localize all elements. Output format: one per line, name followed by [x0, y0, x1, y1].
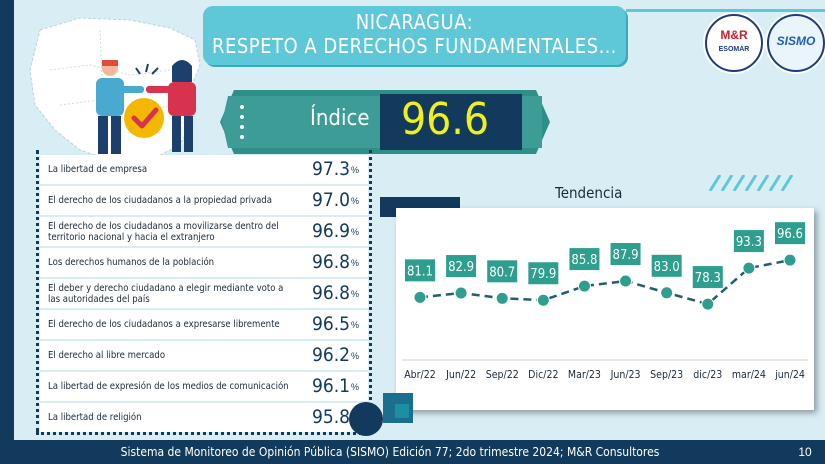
rights-row: El deber y derecho ciudadano a elegir me… [40, 279, 368, 308]
rights-row-label: El derecho al libre mercado [48, 350, 166, 361]
data-label: 93.3 [736, 235, 762, 250]
rights-row-label: Los derechos humanos de la población [48, 257, 215, 268]
data-label-box [569, 248, 600, 271]
rights-row-label: La libertad de empresa [48, 164, 148, 175]
list-border-bottom [36, 432, 368, 435]
data-label: 96.6 [777, 227, 803, 242]
data-label-box [651, 254, 682, 277]
rights-row: El derecho de los ciudadanos a expresars… [40, 310, 368, 339]
decorative-circle [349, 402, 383, 436]
rights-row-unit: % [351, 382, 360, 392]
page-title-line2: RESPETO A DERECHOS FUNDAMENTALES… [211, 34, 618, 58]
trend-point [701, 297, 715, 311]
rights-row-label: El derecho de los ciudadanos a movilizar… [48, 220, 279, 243]
data-label: 80.7 [489, 265, 515, 280]
data-label-box [775, 222, 805, 245]
data-label-box [405, 259, 435, 282]
rights-row-unit: % [351, 320, 360, 330]
data-label: 79.9 [530, 267, 556, 282]
list-border-left [36, 150, 39, 432]
mr-logo: M&R ESOMAR [705, 14, 763, 72]
footer-bar [0, 440, 825, 464]
decorative-square-inner [395, 404, 409, 418]
data-label: 87.9 [613, 248, 639, 263]
sismo-logo: SISMO [767, 14, 825, 72]
trend-point [495, 291, 509, 305]
trend-point [619, 274, 633, 288]
x-tick-label: Jun/23 [610, 369, 641, 381]
data-label: 82.9 [448, 260, 474, 275]
rights-row-unit: % [351, 289, 360, 299]
index-label: Índice [310, 106, 370, 131]
trend-series-line [419, 258, 791, 306]
rights-row-value: 96.9 [311, 220, 350, 242]
page-number: 10 [798, 445, 812, 459]
rights-row-unit: % [351, 165, 360, 175]
data-label-box [446, 255, 477, 278]
x-tick-label: Abr/22 [404, 369, 436, 381]
rights-row-unit: % [351, 258, 360, 268]
title-box [203, 6, 626, 65]
rights-row-label: La libertad de religión [48, 412, 142, 423]
data-label-box [733, 230, 764, 253]
trend-point [454, 286, 468, 300]
data-label-box [487, 260, 518, 283]
rights-row-value: 96.8 [311, 251, 350, 273]
rights-row-value: 95.8 [311, 406, 350, 428]
data-label: 85.8 [571, 253, 597, 268]
rights-row-value: 96.5 [311, 313, 350, 335]
left-accent-bar [0, 0, 14, 440]
index-value: 96.6 [400, 94, 490, 145]
trend-chart: 81.1 Abr/22 82.9 Jun/22 80.7 Sep/22 79.9 Dic/22… [402, 222, 808, 381]
rights-row-label: La libertad de expresión de los medios d… [48, 381, 289, 392]
index-banner [220, 90, 550, 154]
x-tick-label: Jun/22 [445, 369, 476, 381]
data-label: 78.3 [695, 271, 721, 286]
rights-row-unit: % [351, 196, 360, 206]
data-label-box [692, 266, 723, 289]
list-border-right [369, 150, 372, 418]
data-label-box [528, 262, 559, 285]
rights-row: El derecho al libre mercado 96.2% [40, 341, 368, 370]
trend-point [742, 261, 756, 275]
rights-row-value: 96.8 [311, 282, 350, 304]
x-tick-label: Sep/22 [486, 369, 519, 381]
data-label: 83.0 [654, 260, 680, 275]
rights-row-value: 96.2 [311, 344, 350, 366]
people-handshake-illustration [96, 60, 196, 154]
rights-row: La libertad de expresión de los medios d… [40, 372, 368, 401]
rights-row-unit: % [351, 227, 360, 237]
x-tick-label: jun/24 [774, 369, 805, 381]
x-tick-label: Sep/23 [650, 369, 683, 381]
rights-row-label: El derecho de los ciudadanos a la propie… [48, 195, 272, 206]
rights-row-label: El deber y derecho ciudadano a elegir me… [48, 282, 284, 305]
rights-row-value: 96.1 [311, 375, 350, 397]
rights-row: El derecho de los ciudadanos a la propie… [40, 186, 368, 215]
x-tick-label: dic/23 [693, 369, 722, 381]
trend-point [783, 253, 797, 267]
trend-point [660, 286, 674, 300]
x-tick-label: Dic/22 [528, 369, 558, 381]
trend-point [536, 293, 550, 307]
decorative-stripes [708, 175, 794, 191]
x-tick-label: mar/24 [732, 369, 766, 381]
data-label: 81.1 [407, 264, 433, 279]
rights-row: La libertad de empresa 97.3% [40, 155, 368, 184]
footer-text: Sistema de Monitoreo de Opinión Pública … [120, 445, 660, 459]
rights-row-unit: % [351, 351, 360, 361]
rights-row: El derecho de los ciudadanos a movilizar… [40, 217, 368, 246]
page-title-line1: NICARAGUA: [355, 10, 474, 34]
rights-row: Los derechos humanos de la población 96.8… [40, 248, 368, 277]
chart-title: Tendencia [555, 184, 623, 202]
x-tick-label: Mar/23 [568, 369, 601, 381]
trend-point [577, 279, 591, 293]
title-rule [626, 9, 825, 12]
rights-row-value: 97.3 [311, 158, 350, 180]
data-label-box [610, 243, 641, 266]
trend-point [413, 290, 427, 304]
rights-row-label: El derecho de los ciudadanos a expresars… [48, 319, 280, 330]
rights-row-value: 97.0 [311, 189, 350, 211]
